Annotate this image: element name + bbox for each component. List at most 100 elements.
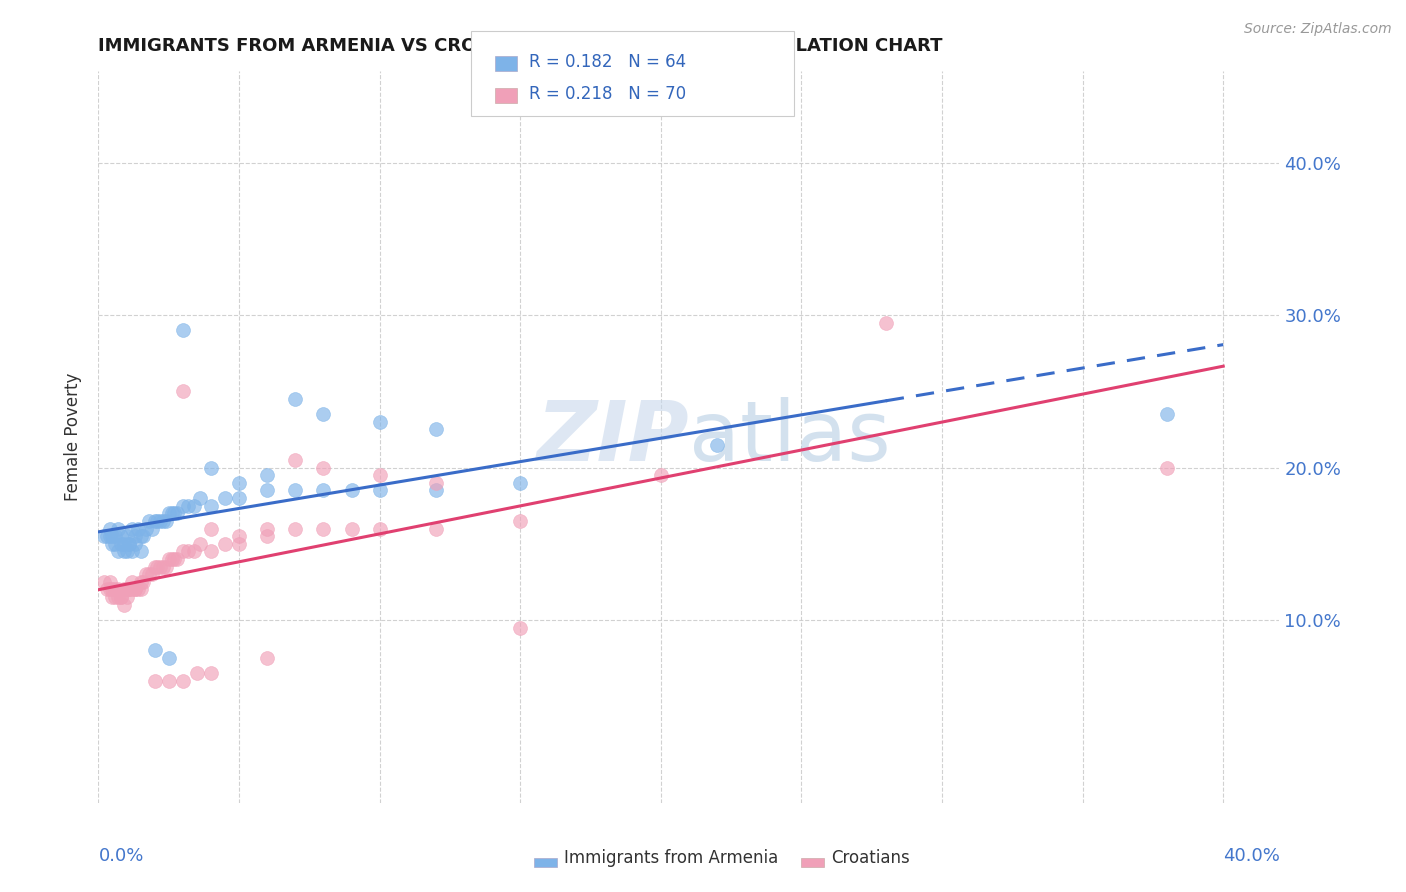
Point	[118, 537, 141, 551]
Point	[118, 582, 141, 597]
Point	[141, 567, 163, 582]
Point	[98, 574, 121, 589]
Point	[228, 475, 250, 490]
Point	[98, 521, 121, 535]
Point	[110, 529, 132, 543]
Point	[228, 529, 250, 543]
Point	[96, 582, 118, 597]
Point	[104, 582, 127, 597]
Point	[110, 590, 132, 604]
Point	[312, 483, 335, 498]
Text: 0.0%: 0.0%	[98, 847, 143, 864]
Point	[200, 521, 222, 535]
Point	[146, 559, 169, 574]
Text: Source: ZipAtlas.com: Source: ZipAtlas.com	[1244, 22, 1392, 37]
Point	[172, 544, 194, 558]
Point	[107, 544, 129, 558]
Point	[152, 514, 174, 528]
Point	[155, 514, 177, 528]
Point	[101, 537, 124, 551]
Point	[129, 544, 152, 558]
Point	[163, 506, 186, 520]
Point	[127, 521, 149, 535]
Y-axis label: Female Poverty: Female Poverty	[65, 373, 83, 501]
Text: atlas: atlas	[689, 397, 890, 477]
Point	[425, 483, 447, 498]
Point	[115, 582, 138, 597]
Point	[157, 552, 180, 566]
Point	[160, 506, 183, 520]
Point	[138, 567, 160, 582]
Point	[135, 567, 157, 582]
Point	[284, 392, 307, 406]
Point	[256, 651, 278, 665]
Point	[368, 521, 391, 535]
Point	[340, 521, 363, 535]
Point	[188, 537, 211, 551]
Point	[256, 483, 278, 498]
Point	[112, 598, 135, 612]
Point	[172, 323, 194, 337]
Point	[509, 475, 531, 490]
Point	[149, 514, 172, 528]
Point	[166, 506, 188, 520]
Point	[1156, 460, 1178, 475]
Point	[124, 582, 146, 597]
Point	[425, 521, 447, 535]
Point	[143, 514, 166, 528]
Point	[214, 537, 236, 551]
Point	[143, 673, 166, 688]
Point	[104, 590, 127, 604]
Text: ZIP: ZIP	[536, 397, 689, 477]
Point	[706, 438, 728, 452]
Point	[157, 673, 180, 688]
Point	[107, 582, 129, 597]
Point	[200, 499, 222, 513]
Point	[340, 483, 363, 498]
Point	[115, 544, 138, 558]
Point	[312, 407, 335, 421]
Point	[284, 453, 307, 467]
Point	[115, 590, 138, 604]
Point	[107, 590, 129, 604]
Point	[177, 544, 200, 558]
Point	[650, 468, 672, 483]
Point	[172, 673, 194, 688]
Point	[875, 316, 897, 330]
Point	[101, 582, 124, 597]
Text: 40.0%: 40.0%	[1223, 847, 1279, 864]
Point	[129, 582, 152, 597]
Point	[98, 529, 121, 543]
Point	[112, 537, 135, 551]
Point	[135, 521, 157, 535]
Point	[121, 521, 143, 535]
Point	[143, 559, 166, 574]
Point	[132, 574, 155, 589]
Point	[214, 491, 236, 505]
Point	[118, 537, 141, 551]
Point	[1156, 407, 1178, 421]
Point	[177, 499, 200, 513]
Point	[141, 521, 163, 535]
Point	[228, 491, 250, 505]
Point	[157, 651, 180, 665]
Point	[157, 506, 180, 520]
Text: R = 0.182   N = 64: R = 0.182 N = 64	[529, 54, 686, 71]
Point	[183, 499, 205, 513]
Point	[155, 559, 177, 574]
Point	[93, 574, 115, 589]
Point	[118, 582, 141, 597]
Point	[143, 643, 166, 657]
Point	[166, 552, 188, 566]
Point	[425, 422, 447, 436]
Point	[312, 521, 335, 535]
Point	[121, 574, 143, 589]
Point	[98, 582, 121, 597]
Point	[121, 544, 143, 558]
Point	[110, 590, 132, 604]
Point	[121, 582, 143, 597]
Point	[163, 552, 186, 566]
Point	[509, 514, 531, 528]
Point	[186, 666, 208, 681]
Point	[138, 514, 160, 528]
